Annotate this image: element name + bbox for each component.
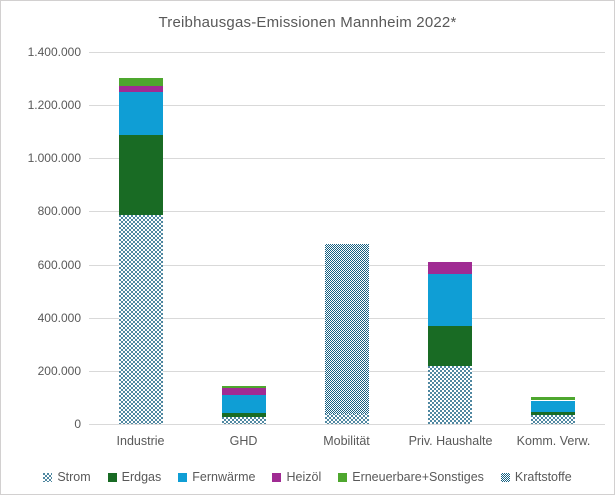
bar-segment-industrie-erneuerbare-sonstiges <box>119 78 163 86</box>
bar-segment-industrie-strom <box>119 215 163 424</box>
gridline <box>89 105 605 106</box>
x-axis-tick-label: Industrie <box>116 434 165 448</box>
legend-swatch-erneuerbare-sonstiges <box>338 472 348 482</box>
legend-item-erdgas: Erdgas <box>107 470 162 484</box>
bar-segment-mobilität-strom <box>325 413 369 424</box>
bar-segment-priv-haushalte-strom <box>428 366 472 424</box>
y-axis-tick-label: 1.000.000 <box>27 151 81 165</box>
legend-item-erneuerbare-sonstiges: Erneuerbare+Sonstiges <box>338 470 484 484</box>
legend-item-strom: Strom <box>43 470 91 484</box>
x-axis-tick-label: Mobilität <box>323 434 370 448</box>
x-axis-tick-label: GHD <box>229 434 258 448</box>
legend-swatch-fernwärme <box>178 472 188 482</box>
chart-legend: Strom Erdgas Fernwärme Heizöl Erneuerbare+So… <box>1 470 614 484</box>
legend-label: Erdgas <box>121 470 162 484</box>
chart-title: Treibhausgas-Emissionen Mannheim 2022* <box>158 14 457 31</box>
bar-segment-ghd-fernwärme <box>222 395 266 413</box>
y-axis-tick-label: 1.200.000 <box>27 98 81 112</box>
legend-swatch-strom <box>43 472 53 482</box>
x-axis-tick-label: Komm. Verw. <box>516 434 591 448</box>
legend-swatch-heizöl <box>272 472 282 482</box>
bar-segment-komm-verw-erdgas <box>531 412 575 415</box>
bar-segment-priv-haushalte-erdgas <box>428 326 472 366</box>
legend-item-kraftstoffe: Kraftstoffe <box>500 470 572 484</box>
bar-segment-komm-verw-erneuerbare-sonstiges <box>531 397 575 400</box>
bar-segment-ghd-erneuerbare-sonstiges <box>222 386 266 388</box>
legend-item-heizöl: Heizöl <box>272 470 321 484</box>
legend-label: Fernwärme <box>192 470 256 484</box>
y-axis-tick-label: 1.400.000 <box>27 45 81 59</box>
y-axis-tick-label: 0 <box>74 417 81 431</box>
y-axis-tick-label: 800.000 <box>37 204 81 218</box>
gridline <box>89 211 605 212</box>
bar-segment-ghd-heizöl <box>222 388 266 395</box>
gridline <box>89 424 605 425</box>
legend-swatch-kraftstoffe <box>500 472 510 482</box>
y-axis-tick-label: 200.000 <box>37 364 81 378</box>
legend-label: Strom <box>57 470 91 484</box>
gridline <box>89 158 605 159</box>
bar-segment-komm-verw-fernwärme <box>531 401 575 412</box>
bar-segment-komm-verw-strom <box>531 415 575 424</box>
x-axis-tick-label: Priv. Haushalte <box>408 434 493 448</box>
bar-segment-industrie-fernwärme <box>119 92 163 135</box>
y-axis-tick-label: 400.000 <box>37 311 81 325</box>
bar-segment-ghd-strom <box>222 417 266 424</box>
legend-item-fernwärme: Fernwärme <box>178 470 255 484</box>
legend-label: Kraftstoffe <box>514 470 572 484</box>
legend-label: Heizöl <box>286 470 322 484</box>
bar-segment-industrie-heizöl <box>119 86 163 92</box>
bar-segment-mobilität-kraftstoffe <box>325 244 369 414</box>
legend-swatch-erdgas <box>107 472 117 482</box>
bar-segment-priv-haushalte-heizöl <box>428 262 472 274</box>
bar-segment-industrie-erdgas <box>119 134 163 215</box>
bar-segment-priv-haushalte-fernwärme <box>428 274 472 326</box>
bar-segment-ghd-erdgas <box>222 413 266 417</box>
gridline <box>89 52 605 53</box>
legend-label: Erneuerbare+Sonstiges <box>352 470 484 484</box>
y-axis-tick-label: 600.000 <box>37 258 81 272</box>
